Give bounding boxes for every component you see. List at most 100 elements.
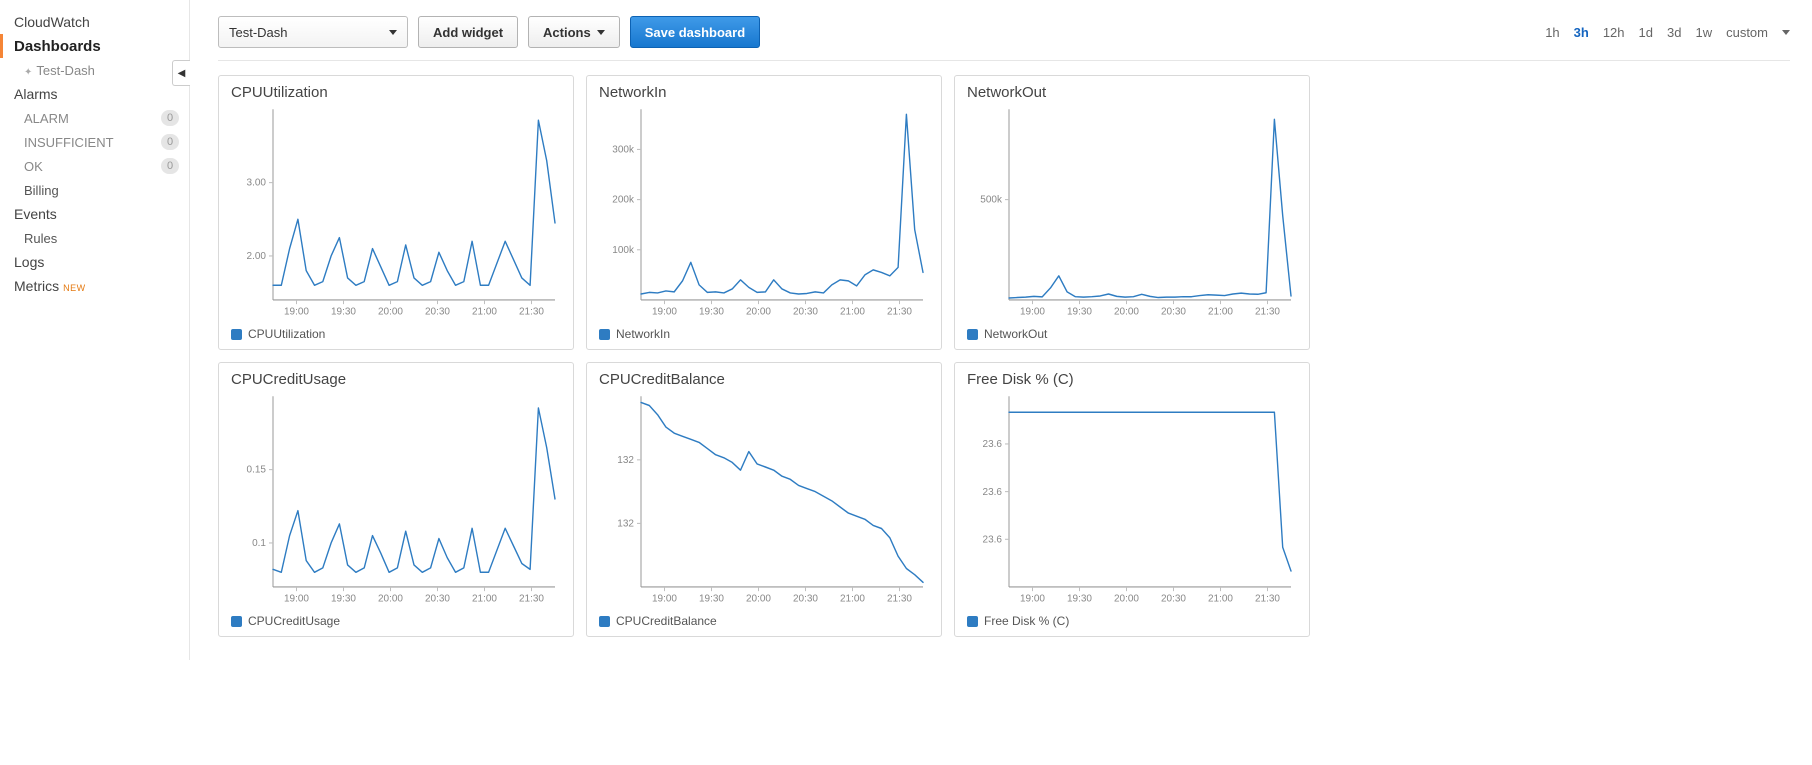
svg-text:21:30: 21:30 [519,306,544,317]
svg-text:19:00: 19:00 [284,593,309,604]
sidebar-item-alarm-state[interactable]: INSUFFICIENT 0 [14,130,189,154]
sidebar-item-alarms[interactable]: Alarms [14,82,189,106]
sidebar-item-cloudwatch[interactable]: CloudWatch [14,10,189,34]
svg-text:20:00: 20:00 [378,306,403,317]
sidebar-label: Events [14,206,57,222]
count-badge: 0 [161,158,179,174]
sidebar-label: ALARM [24,111,69,126]
chart: 2.003.0019:0019:3020:0020:3021:0021:30 [231,103,561,323]
sidebar-item-billing[interactable]: Billing [14,178,189,202]
sidebar-label: OK [24,159,43,174]
svg-text:21:30: 21:30 [1255,306,1280,317]
dashboard-select[interactable]: Test-Dash [218,16,408,48]
chart: 0.10.1519:0019:3020:0020:3021:0021:30 [231,390,561,610]
svg-text:20:30: 20:30 [793,593,818,604]
chevron-down-icon [389,30,397,35]
sidebar-item-alarm-state[interactable]: ALARM 0 [14,106,189,130]
metric-widget[interactable]: NetworkOut 500k19:0019:3020:0020:3021:00… [954,75,1310,350]
metric-widget[interactable]: Free Disk % (C) 23.623.623.619:0019:3020… [954,362,1310,637]
sidebar: CloudWatch Dashboards ✦Test-Dash Alarms … [0,0,190,660]
svg-text:21:00: 21:00 [1208,306,1233,317]
chart: 13213219:0019:3020:0020:3021:0021:30 [599,390,929,610]
svg-text:21:30: 21:30 [519,593,544,604]
count-badge: 0 [161,134,179,150]
sidebar-label: CloudWatch [14,14,90,30]
svg-text:20:30: 20:30 [425,306,450,317]
count-badge: 0 [161,110,179,126]
metric-widget[interactable]: CPUCreditUsage 0.10.1519:0019:3020:0020:… [218,362,574,637]
button-label: Actions [543,25,591,40]
sidebar-label: Alarms [14,86,58,102]
time-range-option[interactable]: 1w [1695,25,1712,40]
actions-button[interactable]: Actions [528,16,620,48]
metric-widget[interactable]: NetworkIn 100k200k300k19:0019:3020:0020:… [586,75,942,350]
sidebar-item-dashboards[interactable]: Dashboards [0,34,189,58]
sidebar-label: MetricsNEW [14,278,86,294]
chart-legend: CPUCreditUsage [231,614,561,628]
svg-text:20:00: 20:00 [378,593,403,604]
button-label: Add widget [433,25,503,40]
sidebar-item-logs[interactable]: Logs [14,250,189,274]
chevron-down-icon [597,30,605,35]
svg-text:19:30: 19:30 [699,593,724,604]
add-widget-button[interactable]: Add widget [418,16,518,48]
svg-text:19:00: 19:00 [1020,593,1045,604]
chevron-down-icon [1782,30,1790,35]
chart-legend: NetworkIn [599,327,929,341]
svg-text:300k: 300k [612,144,635,155]
time-range-option[interactable]: 12h [1603,25,1625,40]
metric-widget[interactable]: CPUCreditBalance 13213219:0019:3020:0020… [586,362,942,637]
select-value: Test-Dash [229,25,288,40]
svg-text:19:00: 19:00 [1020,306,1045,317]
svg-text:132: 132 [617,518,634,529]
chart-legend: Free Disk % (C) [967,614,1297,628]
time-range-option[interactable]: 3d [1667,25,1681,40]
metric-widget[interactable]: CPUUtilization 2.003.0019:0019:3020:0020… [218,75,574,350]
chart-legend: CPUUtilization [231,327,561,341]
svg-text:19:30: 19:30 [1067,593,1092,604]
widget-title: CPUUtilization [231,84,561,101]
svg-text:21:30: 21:30 [1255,593,1280,604]
time-range-option[interactable]: 1d [1639,25,1653,40]
sidebar-label: Billing [24,183,59,198]
widget-grid: CPUUtilization 2.003.0019:0019:3020:0020… [218,75,1790,637]
svg-text:20:00: 20:00 [746,306,771,317]
widget-title: CPUCreditBalance [599,371,929,388]
sidebar-label: INSUFFICIENT [24,135,114,150]
svg-text:20:30: 20:30 [1161,593,1186,604]
sidebar-item-events[interactable]: Events [14,202,189,226]
save-dashboard-button[interactable]: Save dashboard [630,16,760,48]
svg-text:20:30: 20:30 [425,593,450,604]
sidebar-item-metrics[interactable]: MetricsNEW [14,274,189,298]
time-range-option[interactable]: 3h [1574,25,1589,40]
sidebar-label: ✦Test-Dash [24,63,95,78]
chart: 23.623.623.619:0019:3020:0020:3021:0021:… [967,390,1297,610]
svg-text:20:30: 20:30 [1161,306,1186,317]
widget-title: Free Disk % (C) [967,371,1297,388]
legend-swatch [231,616,242,627]
time-range-picker: 1h 3h 12h 1d 3d 1w custom [1545,25,1790,40]
svg-text:20:30: 20:30 [793,306,818,317]
chart-legend: NetworkOut [967,327,1297,341]
legend-label: CPUCreditBalance [616,614,717,628]
legend-swatch [599,616,610,627]
time-range-option[interactable]: custom [1726,25,1768,40]
sidebar-collapse-button[interactable]: ◀ [172,60,190,86]
toolbar: Test-Dash Add widget Actions Save dashbo… [218,16,1790,61]
svg-text:19:00: 19:00 [284,306,309,317]
sidebar-item-alarm-state[interactable]: OK 0 [14,154,189,178]
chart: 100k200k300k19:0019:3020:0020:3021:0021:… [599,103,929,323]
svg-text:23.6: 23.6 [983,534,1003,545]
sidebar-dashboard-link[interactable]: ✦Test-Dash [14,58,189,82]
svg-text:19:30: 19:30 [699,306,724,317]
sidebar-item-rules[interactable]: Rules [14,226,189,250]
svg-text:19:30: 19:30 [331,593,356,604]
svg-text:19:30: 19:30 [331,306,356,317]
widget-title: CPUCreditUsage [231,371,561,388]
svg-text:20:00: 20:00 [1114,306,1139,317]
time-range-option[interactable]: 1h [1545,25,1559,40]
svg-text:23.6: 23.6 [983,439,1003,450]
svg-text:21:00: 21:00 [840,306,865,317]
svg-text:21:00: 21:00 [840,593,865,604]
chart: 500k19:0019:3020:0020:3021:0021:30 [967,103,1297,323]
